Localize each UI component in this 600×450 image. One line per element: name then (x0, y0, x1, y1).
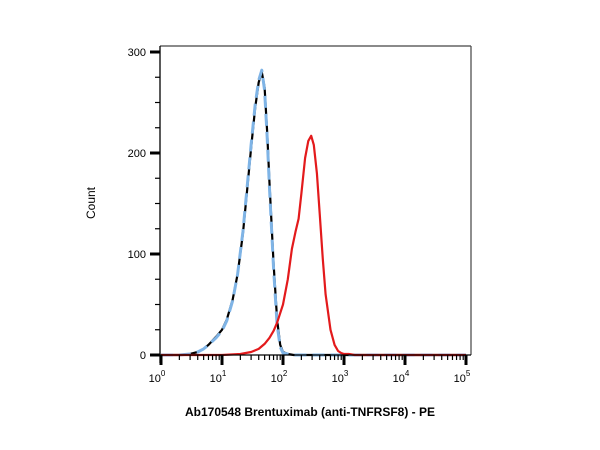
y-tick-label: 200 (128, 148, 146, 160)
x-tick-label: 101 (210, 369, 227, 385)
y-tick-label: 100 (128, 249, 146, 261)
x-tick-label: 103 (332, 369, 349, 385)
blue-dashed-isotype-curve (161, 68, 466, 357)
black-control-curve (161, 71, 466, 357)
x-tick-label: 100 (149, 369, 166, 385)
y-tick-label: 0 (140, 350, 146, 362)
y-axis-title: Count (84, 186, 98, 219)
x-tick-label: 105 (454, 369, 471, 385)
y-axis: 0 100 200 300 (128, 46, 161, 363)
x-axis-title: Ab170548 Brentuximab (anti-TNFRSF8) - PE (185, 405, 435, 419)
x-tick-label: 102 (271, 369, 288, 385)
red-antibody-curve (161, 134, 466, 357)
plot-frame (160, 45, 472, 355)
x-axis: 100 101 102 103 104 105 (149, 354, 471, 385)
x-tick-label: 104 (393, 369, 410, 385)
histogram-curves (161, 68, 466, 357)
y-tick-label: 300 (128, 47, 146, 59)
